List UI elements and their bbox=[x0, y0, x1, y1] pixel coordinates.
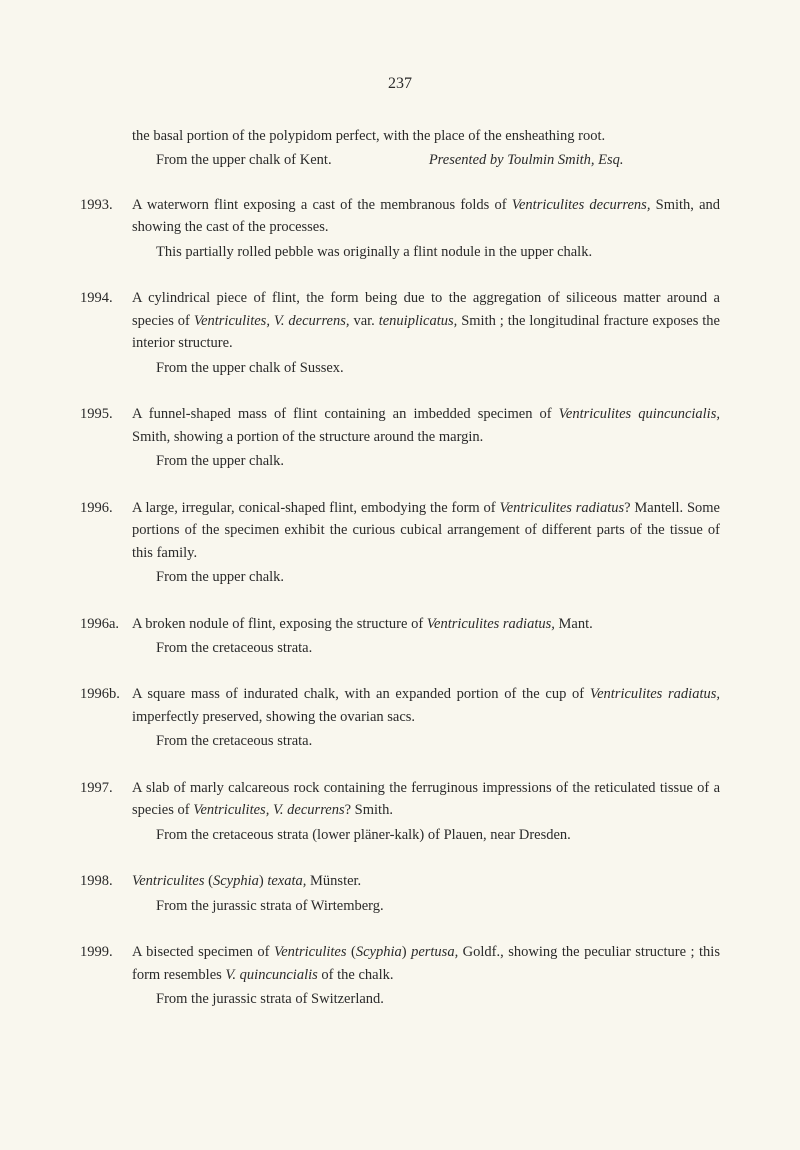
italic-text: Ventriculites radiatus, bbox=[427, 616, 555, 632]
catalog-entry: 1999.A bisected specimen of Ventriculite… bbox=[80, 941, 720, 1012]
italic-text: Ventriculites decurrens, bbox=[512, 197, 651, 213]
catalog-entry: 1996.A large, irregular, conical-shaped … bbox=[80, 497, 720, 591]
italic-text: Ventriculites, V. decurrens, bbox=[194, 313, 350, 329]
entry-number: 1994. bbox=[80, 287, 132, 381]
entry-number: 1996b. bbox=[80, 683, 132, 754]
catalog-entry: 1993.A waterworn flint exposing a cast o… bbox=[80, 194, 720, 265]
entry-text: A funnel-shaped mass of flint containing… bbox=[132, 403, 720, 474]
italic-text: Ventriculites bbox=[132, 873, 205, 889]
entry-text: A large, irregular, conical-shaped flint… bbox=[132, 497, 720, 591]
entry-paragraph: From the upper chalk of Sussex. bbox=[132, 357, 720, 379]
catalog-entry: 1996b.A square mass of indurated chalk, … bbox=[80, 683, 720, 754]
entry-number: 1993. bbox=[80, 194, 132, 265]
entry-paragraph: A slab of marly calcareous rock containi… bbox=[132, 777, 720, 822]
entry-text: A slab of marly calcareous rock containi… bbox=[132, 777, 720, 848]
entry-paragraph: A square mass of indurated chalk, with a… bbox=[132, 683, 720, 728]
catalog-entry: 1994.A cylindrical piece of flint, the f… bbox=[80, 287, 720, 381]
entry-paragraph: A funnel-shaped mass of flint containing… bbox=[132, 403, 720, 448]
italic-text: tenuiplicatus, bbox=[379, 313, 458, 329]
entry-paragraph: Ventriculites (Scyphia) texata, Münster. bbox=[132, 870, 720, 892]
intro-line1: the basal portion of the polypidom perfe… bbox=[132, 125, 720, 147]
entry-paragraph: From the cretaceous strata. bbox=[132, 637, 720, 659]
intro-from: From the upper chalk of Kent. bbox=[156, 152, 332, 168]
entry-paragraph: A large, irregular, conical-shaped flint… bbox=[132, 497, 720, 564]
entry-paragraph: A cylindrical piece of flint, the form b… bbox=[132, 287, 720, 354]
entry-number: 1998. bbox=[80, 870, 132, 919]
catalog-entry: 1998.Ventriculites (Scyphia) texata, Mün… bbox=[80, 870, 720, 919]
entry-paragraph: A waterworn flint exposing a cast of the… bbox=[132, 194, 720, 239]
entry-paragraph: From the upper chalk. bbox=[132, 450, 720, 472]
entry-paragraph: From the cretaceous strata (lower pläner… bbox=[132, 824, 720, 846]
entry-number: 1995. bbox=[80, 403, 132, 474]
italic-text: Ventriculites, V. decurrens bbox=[193, 802, 344, 818]
entry-text: A bisected specimen of Ventriculites (Sc… bbox=[132, 941, 720, 1012]
italic-text: V. quincuncialis bbox=[225, 967, 317, 983]
italic-text: Ventriculites radiatus, bbox=[590, 686, 720, 702]
entry-paragraph: A broken nodule of flint, exposing the s… bbox=[132, 613, 720, 635]
entry-text: A square mass of indurated chalk, with a… bbox=[132, 683, 720, 754]
entry-text: A cylindrical piece of flint, the form b… bbox=[132, 287, 720, 381]
entry-paragraph: From the cretaceous strata. bbox=[132, 730, 720, 752]
italic-text: Ventriculites quincuncialis, bbox=[559, 406, 720, 422]
italic-text: Scyphia bbox=[356, 944, 402, 960]
intro-line2: From the upper chalk of Kent. Presented … bbox=[132, 149, 720, 171]
italic-text: pertusa, bbox=[411, 944, 458, 960]
page-number: 237 bbox=[80, 75, 720, 93]
entry-paragraph: From the upper chalk. bbox=[132, 566, 720, 588]
italic-text: texata, bbox=[267, 873, 306, 889]
italic-text: Ventriculites radiatus bbox=[499, 500, 624, 516]
intro-continuation: the basal portion of the polypidom perfe… bbox=[132, 125, 720, 172]
entry-paragraph: A bisected specimen of Ventriculites (Sc… bbox=[132, 941, 720, 986]
entry-number: 1997. bbox=[80, 777, 132, 848]
entry-text: A waterworn flint exposing a cast of the… bbox=[132, 194, 720, 265]
intro-presented: Presented by Toulmin Smith, Esq. bbox=[429, 152, 624, 168]
entry-paragraph: From the jurassic strata of Switzerland. bbox=[132, 988, 720, 1010]
italic-text: Scyphia bbox=[213, 873, 259, 889]
entry-paragraph: From the jurassic strata of Wirtemberg. bbox=[132, 895, 720, 917]
catalog-entry: 1997.A slab of marly calcareous rock con… bbox=[80, 777, 720, 848]
italic-text: Ventriculites bbox=[274, 944, 347, 960]
entry-text: Ventriculites (Scyphia) texata, Münster.… bbox=[132, 870, 720, 919]
catalog-entry: 1996a.A broken nodule of flint, exposing… bbox=[80, 613, 720, 662]
entry-number: 1996a. bbox=[80, 613, 132, 662]
entry-text: A broken nodule of flint, exposing the s… bbox=[132, 613, 720, 662]
entry-number: 1996. bbox=[80, 497, 132, 591]
catalog-entry: 1995.A funnel-shaped mass of flint conta… bbox=[80, 403, 720, 474]
entry-paragraph: This partially rolled pebble was origina… bbox=[132, 241, 720, 263]
entry-number: 1999. bbox=[80, 941, 132, 1012]
